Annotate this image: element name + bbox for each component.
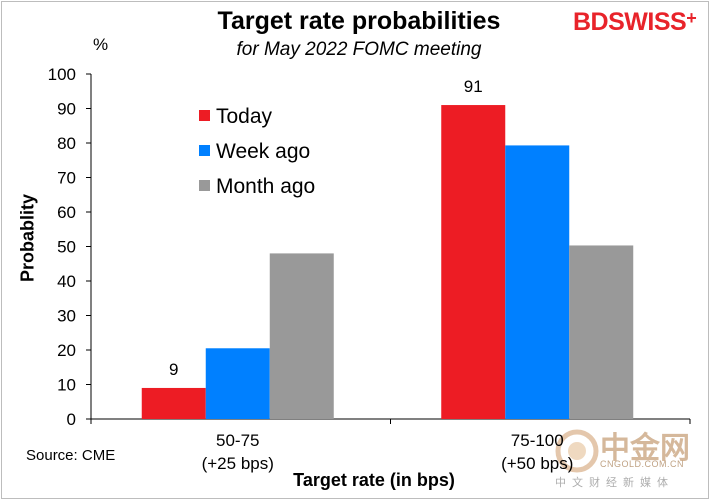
legend-swatch xyxy=(199,145,210,156)
watermark-domain: CNGOLD.COM.CN xyxy=(600,459,685,469)
bar-month-ago xyxy=(569,245,634,419)
logo-plus: + xyxy=(686,8,697,28)
logo-swiss: SWISS xyxy=(608,8,687,36)
legend-label: Today xyxy=(216,105,273,128)
watermark-main: 中金网 xyxy=(600,432,690,465)
x-axis-label: Target rate (in bps) xyxy=(293,470,455,490)
logo-bd: BD xyxy=(573,8,609,36)
y-tick-label: 40 xyxy=(57,272,76,291)
y-tick-label: 50 xyxy=(57,238,76,257)
coin-icon xyxy=(555,429,599,473)
y-tick-label: 60 xyxy=(57,203,76,222)
y-unit-label: % xyxy=(93,35,109,54)
chart-title: Target rate probabilities xyxy=(217,7,501,35)
y-tick-label: 0 xyxy=(67,410,76,429)
watermark-sub: 中文财经新媒体 xyxy=(555,477,674,489)
chart-subtitle: for May 2022 FOMC meeting xyxy=(236,39,482,60)
legend-label: Month ago xyxy=(216,175,315,198)
legend-label: Week ago xyxy=(216,140,310,163)
y-tick-label: 100 xyxy=(48,65,76,84)
data-label: 9 xyxy=(169,360,178,379)
bdswiss-logo: BDSWISS+ xyxy=(573,8,697,37)
y-tick-label: 20 xyxy=(57,341,76,360)
x-tick-label: (+50 bps) xyxy=(501,454,573,473)
source-note: Source: CME xyxy=(26,447,116,464)
y-tick-label: 70 xyxy=(57,169,76,188)
data-label: 91 xyxy=(464,77,483,96)
x-tick-label: (+25 bps) xyxy=(202,454,274,473)
y-tick-label: 80 xyxy=(57,134,76,153)
bar-month-ago xyxy=(269,253,334,419)
bar-today xyxy=(441,105,506,420)
y-tick-label: 10 xyxy=(57,376,76,395)
x-tick-label: 75-100 xyxy=(511,431,564,450)
legend-swatch xyxy=(199,180,210,191)
bar-week-ago xyxy=(205,348,270,419)
x-tick-label: 50-75 xyxy=(216,431,259,450)
y-tick-label: 90 xyxy=(57,100,76,119)
watermark-logo: 中金网 CNGOLD.COM.CN 中文财经新媒体 xyxy=(555,425,705,493)
bar-today xyxy=(141,387,206,419)
y-tick-label: 30 xyxy=(57,307,76,326)
bar-week-ago xyxy=(505,145,570,420)
legend-swatch xyxy=(199,110,210,121)
